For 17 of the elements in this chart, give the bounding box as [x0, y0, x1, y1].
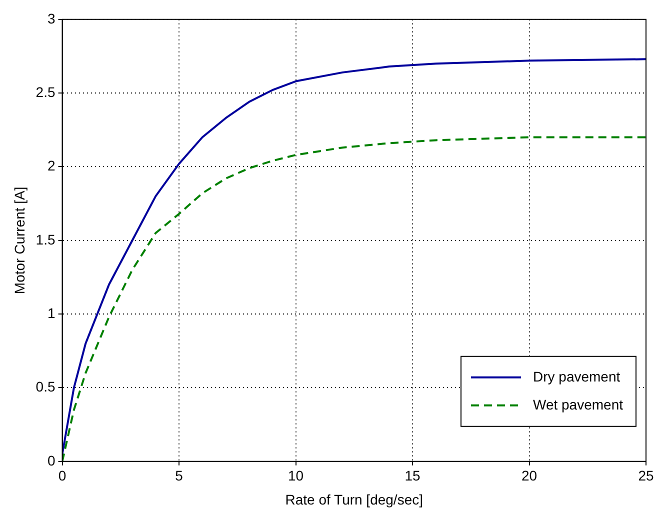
x-tick-label: 10 [288, 468, 304, 484]
y-tick-label: 3 [47, 10, 56, 26]
y-tick-label: 2 [47, 158, 56, 174]
x-tick-label: 0 [58, 468, 66, 484]
x-tick-label: 20 [521, 468, 538, 484]
x-axis-title: Rate of Turn [deg/sec] [285, 491, 424, 508]
y-tick-label: 1.5 [36, 231, 56, 248]
y-tick-label: 0.5 [36, 378, 56, 395]
x-tick-label: 15 [404, 468, 420, 484]
legend-label: Wet pavement [532, 396, 624, 412]
y-tick-label: 2.5 [36, 84, 56, 100]
x-tick-label: 25 [638, 468, 654, 484]
legend-label: Dry pavement [532, 368, 620, 384]
x-tick-label: 5 [175, 468, 184, 484]
y-tick-label: 0 [47, 452, 56, 468]
y-axis-title: Motor Current [A] [11, 186, 28, 294]
y-tick-label: 1 [47, 304, 56, 321]
